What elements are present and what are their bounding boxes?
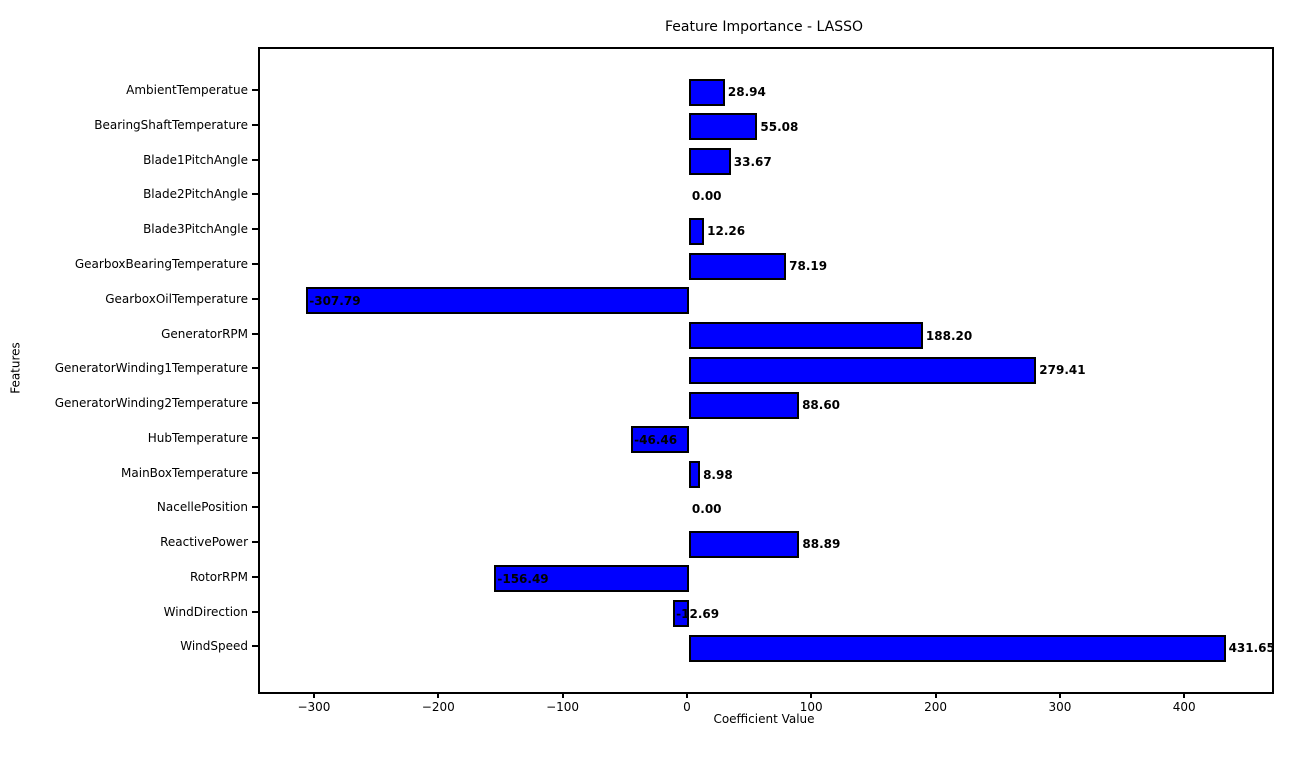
x-tick-label-300: 300	[1048, 700, 1072, 714]
y-tick-label-RotorRPM: RotorRPM	[189, 569, 248, 584]
bar-GearboxOilTemperature	[306, 287, 689, 315]
y-tick-mark	[252, 506, 258, 509]
value-label-GeneratorWinding2Temperature: 88.60	[802, 398, 841, 413]
x-tick-label-100: 100	[799, 700, 823, 714]
x-axis-label: Coefficient Value	[713, 712, 815, 726]
y-tick-label-NacellePosition: NacellePosition	[156, 500, 248, 515]
y-tick-label-GeneratorWinding1Temperature: GeneratorWinding1Temperature	[54, 361, 248, 376]
x-tick-mark	[437, 692, 440, 698]
plot-area: 28.94 55.08 33.67 0.00 12.26 78.19 -307.79 188.…	[258, 47, 1275, 694]
y-tick-label-GearboxBearingTemperature: GearboxBearingTemperature	[74, 257, 248, 271]
x-tick-label-0: 0	[683, 700, 691, 714]
y-tick-mark	[252, 436, 258, 439]
y-tick-label-AmbientTemperatue: AmbientTemperatue	[126, 83, 248, 98]
bar-WindSpeed	[688, 634, 1226, 662]
x-tick-mark	[685, 692, 688, 698]
y-tick-label-GeneratorWinding2Temperature: GeneratorWinding2Temperature	[54, 396, 248, 411]
y-tick-mark	[252, 367, 258, 370]
x-tick-mark	[561, 692, 564, 698]
x-tick-mark	[934, 692, 937, 698]
y-tick-label-ReactivePower: ReactivePower	[160, 535, 248, 550]
value-label-GeneratorWinding1Temperature: 279.41	[1039, 363, 1086, 378]
value-label-AmbientTemperatue: 28.94	[727, 85, 766, 100]
value-label-RotorRPM: -156.49	[497, 571, 549, 586]
bar-RotorRPM	[494, 565, 689, 593]
bar-GeneratorRPM	[688, 322, 923, 350]
y-tick-label-WindDirection: WindDirection	[163, 604, 248, 619]
y-tick-mark	[252, 402, 258, 405]
value-label-NacellePosition: 0.00	[691, 502, 722, 517]
bar-AmbientTemperatue	[688, 78, 725, 106]
bar-GeneratorWinding2Temperature	[688, 391, 800, 419]
bar-HubTemperature	[631, 426, 689, 454]
value-label-HubTemperature: -46.46	[634, 432, 678, 447]
bar-Blade3PitchAngle	[688, 217, 705, 245]
value-label-GearboxBearingTemperature: 78.19	[789, 259, 828, 273]
y-tick-mark	[252, 645, 258, 648]
chart-title: Feature Importance - LASSO	[664, 19, 864, 35]
value-label-Blade3PitchAngle: 12.26	[707, 224, 746, 239]
y-tick-label-GeneratorRPM: GeneratorRPM	[161, 326, 248, 341]
value-label-BearingShaftTemperature: 55.08	[760, 119, 799, 134]
y-tick-mark	[252, 228, 258, 231]
x-tick-mark	[1183, 692, 1186, 698]
x-tick-label-400: 400	[1172, 700, 1196, 714]
bar-MainBoxTemperature	[688, 461, 701, 489]
y-tick-mark	[252, 123, 258, 126]
value-label-WindSpeed: 431.65	[1228, 641, 1275, 656]
y-tick-label-MainBoxTemperature: MainBoxTemperature	[121, 465, 248, 480]
y-tick-mark	[252, 158, 258, 161]
y-tick-mark	[252, 297, 258, 300]
y-tick-mark	[252, 575, 258, 578]
value-label-Blade1PitchAngle: 33.67	[733, 154, 772, 169]
y-tick-label-WindSpeed: WindSpeed	[180, 639, 248, 654]
y-tick-label-BearingShaftTemperature: BearingShaftTemperature	[94, 117, 248, 132]
x-tick-mark	[312, 692, 315, 698]
y-tick-mark	[252, 541, 258, 544]
value-label-WindDirection: -12.69	[676, 606, 720, 621]
y-tick-label-Blade3PitchAngle: Blade3PitchAngle	[143, 222, 248, 237]
x-tick-label--300: −300	[297, 700, 331, 714]
y-tick-label-Blade2PitchAngle: Blade2PitchAngle	[143, 187, 248, 202]
y-tick-mark	[252, 89, 258, 92]
x-tick-label--100: −100	[546, 700, 580, 714]
x-tick-label-200: 200	[924, 700, 948, 714]
bar-Blade1PitchAngle	[688, 148, 731, 176]
y-tick-mark	[252, 610, 258, 613]
y-tick-mark	[252, 263, 258, 265]
bar-BearingShaftTemperature	[688, 113, 758, 141]
value-label-Blade2PitchAngle: 0.00	[691, 189, 722, 204]
x-tick-label--200: −200	[421, 700, 455, 714]
bar-GeneratorWinding1Temperature	[688, 356, 1037, 384]
bar-ReactivePower	[688, 530, 800, 558]
value-label-GearboxOilTemperature: -307.79	[309, 293, 361, 308]
x-tick-mark	[1058, 692, 1061, 698]
x-tick-mark	[810, 692, 813, 698]
y-tick-mark	[252, 332, 258, 335]
value-label-ReactivePower: 88.89	[802, 537, 841, 552]
y-tick-mark	[252, 471, 258, 474]
value-label-GeneratorRPM: 188.20	[925, 328, 973, 343]
y-tick-label-GearboxOilTemperature: GearboxOilTemperature	[105, 291, 248, 306]
value-label-MainBoxTemperature: 8.98	[703, 467, 733, 482]
bar-GearboxBearingTemperature	[688, 252, 787, 280]
y-tick-label-Blade1PitchAngle: Blade1PitchAngle	[143, 152, 248, 167]
bar-WindDirection	[673, 600, 689, 628]
y-tick-label-HubTemperature: HubTemperature	[147, 430, 248, 445]
y-tick-mark	[252, 193, 258, 196]
